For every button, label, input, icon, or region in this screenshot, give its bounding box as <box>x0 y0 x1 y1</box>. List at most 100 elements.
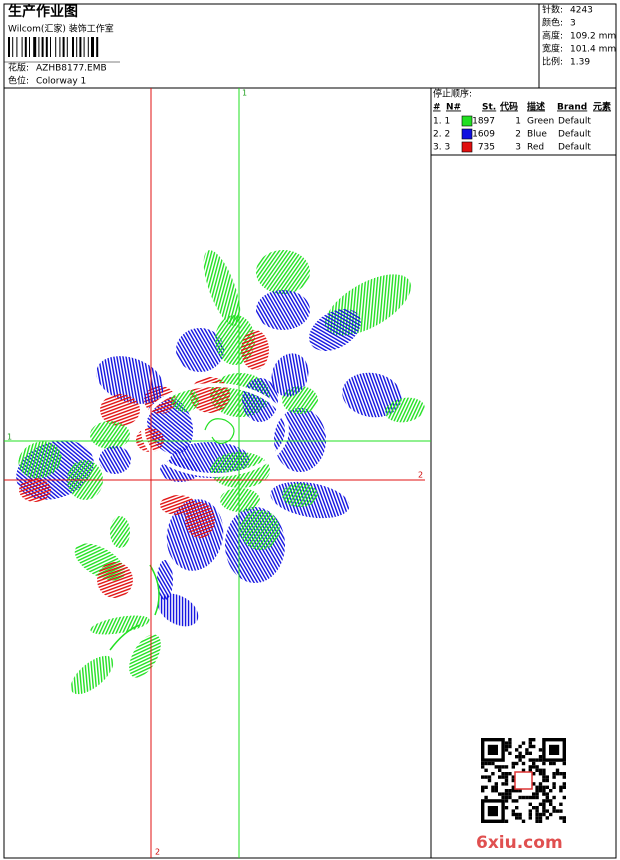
qr-cell <box>521 741 526 745</box>
row-index: 1. 1 <box>433 117 450 127</box>
qr-cell <box>532 758 536 762</box>
barcode-bar <box>38 37 40 57</box>
qr-cell <box>545 795 549 800</box>
qr-cell <box>542 775 546 779</box>
stat-value: 101.4 mm <box>570 45 616 55</box>
qr-cell <box>549 799 553 803</box>
qr-cell <box>504 772 509 776</box>
qr-cell <box>559 789 563 793</box>
barcode-bar <box>62 37 65 57</box>
barcode-bar <box>8 37 10 57</box>
qr-cell <box>559 816 563 820</box>
qr-cell <box>498 768 502 772</box>
qr-cell <box>518 816 522 820</box>
qr-cell <box>511 812 515 817</box>
qr-cell <box>559 809 563 813</box>
barcode-bar <box>16 37 18 57</box>
qr-cell <box>535 789 539 793</box>
barcode-bar <box>29 37 30 57</box>
qr-cell <box>552 795 556 800</box>
qr-cell <box>521 755 526 759</box>
qr-cell <box>487 761 492 766</box>
qr-cell <box>562 795 566 800</box>
qr-cell <box>504 778 509 783</box>
qr-cell <box>504 792 509 796</box>
qr-cell <box>562 785 566 789</box>
qr-cell <box>518 751 522 755</box>
stitches: 1897 <box>472 117 495 127</box>
qr-finder <box>549 744 560 755</box>
qr-cell <box>518 812 522 817</box>
stat-label: 针数: <box>542 4 563 16</box>
qr-cell <box>515 789 519 793</box>
barcode-bar <box>72 37 74 57</box>
qr-cell <box>487 778 492 783</box>
qr-cell <box>521 795 526 800</box>
qr-cell <box>545 809 549 813</box>
qr-cell <box>542 799 546 803</box>
qr-cell <box>515 806 519 810</box>
qr-cell <box>542 761 546 766</box>
stitch-area <box>241 330 269 370</box>
qr-cell <box>508 795 512 800</box>
colorway-label: 色位: <box>8 75 29 87</box>
stitch-area <box>160 495 196 515</box>
qr-cell <box>501 772 505 776</box>
qr-cell <box>481 761 485 766</box>
stitch-area <box>157 593 199 627</box>
qr-cell <box>538 772 543 776</box>
stitch-area <box>240 510 280 550</box>
qr-cell <box>487 775 492 779</box>
qr-cell <box>542 792 546 796</box>
qr-cell <box>538 785 543 789</box>
qr-cell <box>491 761 495 766</box>
stitch-area <box>100 394 140 426</box>
qr-cell <box>504 782 509 786</box>
barcode-bar <box>76 37 78 57</box>
qr-cell <box>538 748 543 752</box>
qr-cell <box>508 772 512 776</box>
qr-cell <box>484 775 488 779</box>
color-swatch <box>461 115 473 127</box>
qr-cell <box>521 761 526 766</box>
column-header: 元素 <box>593 101 611 113</box>
qr-cell <box>511 809 515 813</box>
design-label: 花版: <box>8 62 29 74</box>
stitch-area <box>157 560 173 600</box>
stitch-area <box>220 488 260 512</box>
qr-cell <box>552 782 556 786</box>
barcode-bar <box>24 37 27 57</box>
stitch-area <box>203 250 241 326</box>
qr-cell <box>484 795 488 800</box>
qr-cell <box>545 816 549 820</box>
stat-label: 高度: <box>542 30 563 42</box>
qr-cell <box>501 795 505 800</box>
qr-cell <box>498 775 502 779</box>
qr-cell <box>528 744 532 749</box>
qr-cell <box>555 809 560 813</box>
qr-cell <box>511 785 515 789</box>
stitch-area <box>210 452 270 488</box>
brand: Default <box>558 130 591 140</box>
barcode-bar <box>91 37 94 57</box>
qr-cell <box>504 819 509 823</box>
qr-cell <box>528 812 532 817</box>
qr-cell <box>494 782 498 786</box>
barcode-bar <box>33 37 37 57</box>
qr-cell <box>528 809 532 813</box>
stitch-area <box>309 309 361 351</box>
qr-cell <box>528 758 532 762</box>
marker: 2 <box>418 471 423 480</box>
qr-cell <box>538 758 543 762</box>
qr-cell <box>525 795 529 800</box>
qr-cell <box>535 819 539 823</box>
qr-cell <box>542 812 546 817</box>
stitch-area <box>282 483 318 507</box>
qr-cell <box>552 785 556 789</box>
qr-cell <box>528 751 532 755</box>
qr-cell <box>521 819 526 823</box>
qr-cell <box>494 765 498 769</box>
watermark: 6xiu.com <box>476 833 563 853</box>
barcode-bar <box>55 37 57 57</box>
